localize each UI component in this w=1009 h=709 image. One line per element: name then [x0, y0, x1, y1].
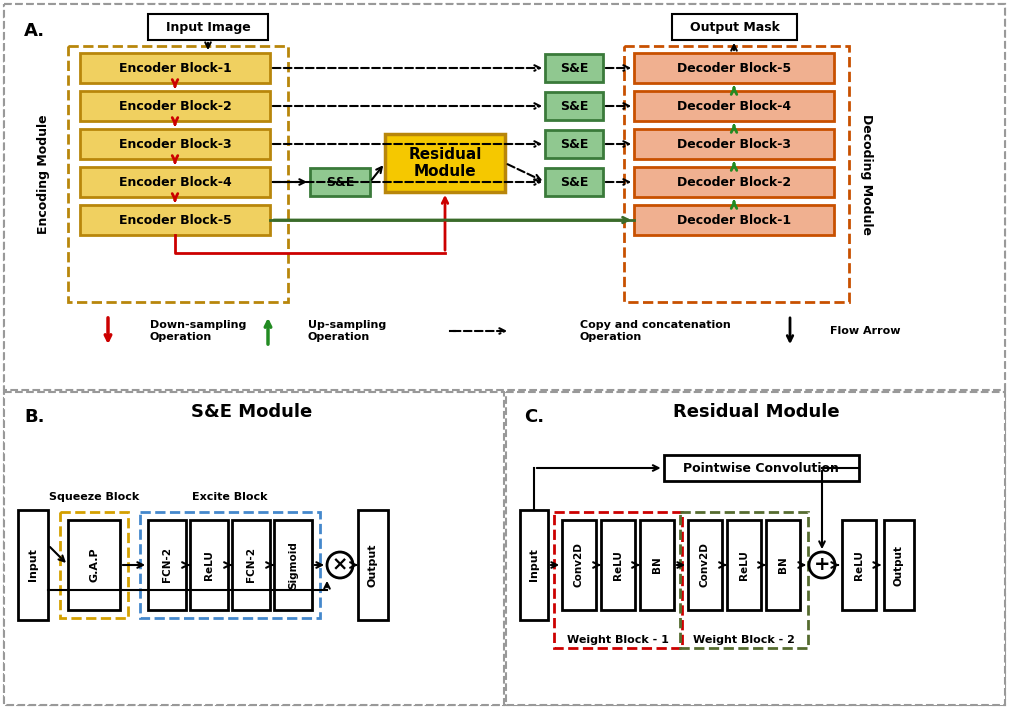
Text: Residual
Module: Residual Module: [409, 147, 481, 179]
Text: Flow Arrow: Flow Arrow: [830, 326, 900, 336]
Text: Encoding Module: Encoding Module: [37, 114, 50, 234]
Text: Encoder Block-2: Encoder Block-2: [119, 99, 231, 113]
Text: Output Mask: Output Mask: [689, 21, 779, 33]
Bar: [680, 512, 808, 648]
Bar: [80, 53, 270, 83]
Bar: [18, 510, 48, 620]
Bar: [545, 92, 603, 120]
Bar: [68, 520, 120, 610]
Bar: [232, 520, 270, 610]
Text: Residual Module: Residual Module: [673, 403, 839, 421]
Text: Decoder Block-2: Decoder Block-2: [677, 176, 791, 189]
Bar: [4, 4, 1005, 390]
Bar: [274, 520, 312, 610]
Text: S&E: S&E: [560, 99, 588, 113]
Bar: [60, 512, 128, 618]
Bar: [80, 129, 270, 159]
Text: Weight Block - 1: Weight Block - 1: [567, 635, 669, 645]
Bar: [601, 520, 635, 610]
Text: Encoder Block-5: Encoder Block-5: [119, 213, 231, 226]
Bar: [148, 520, 186, 610]
Bar: [68, 46, 288, 302]
Text: Output: Output: [894, 545, 904, 586]
Text: FCN-2: FCN-2: [162, 547, 172, 583]
Bar: [545, 130, 603, 158]
Text: B.: B.: [24, 408, 44, 426]
Bar: [545, 54, 603, 82]
Text: Excite Block: Excite Block: [193, 492, 267, 502]
Bar: [884, 520, 914, 610]
Text: S&E: S&E: [560, 62, 588, 74]
Text: Squeeze Block: Squeeze Block: [48, 492, 139, 502]
Bar: [634, 205, 834, 235]
Text: Input Image: Input Image: [165, 21, 250, 33]
Text: Decoder Block-3: Decoder Block-3: [677, 138, 791, 150]
Text: Encoder Block-1: Encoder Block-1: [119, 62, 231, 74]
Bar: [310, 168, 370, 196]
Text: Encoder Block-4: Encoder Block-4: [119, 176, 231, 189]
Text: Decoding Module: Decoding Module: [861, 113, 874, 235]
Text: S&E Module: S&E Module: [192, 403, 313, 421]
Bar: [190, 520, 228, 610]
Bar: [640, 520, 674, 610]
Bar: [562, 520, 596, 610]
Bar: [634, 91, 834, 121]
Bar: [766, 520, 800, 610]
Bar: [80, 91, 270, 121]
Text: S&E: S&E: [560, 176, 588, 189]
Bar: [140, 512, 320, 618]
Bar: [672, 14, 797, 40]
Bar: [664, 455, 859, 481]
Bar: [634, 129, 834, 159]
Text: S&E: S&E: [326, 176, 354, 189]
Bar: [554, 512, 682, 648]
Bar: [727, 520, 761, 610]
Text: S&E: S&E: [560, 138, 588, 150]
Bar: [842, 520, 876, 610]
Text: G.A.P: G.A.P: [89, 547, 99, 582]
Bar: [634, 53, 834, 83]
Bar: [4, 392, 504, 705]
Text: ReLU: ReLU: [739, 550, 749, 580]
Text: ×: ×: [332, 555, 348, 574]
Text: Sigmoid: Sigmoid: [288, 541, 298, 589]
Text: Down-sampling
Operation: Down-sampling Operation: [150, 320, 246, 342]
Text: BN: BN: [652, 557, 662, 574]
Text: +: +: [813, 555, 830, 574]
Text: FCN-2: FCN-2: [246, 547, 256, 583]
Text: Up-sampling
Operation: Up-sampling Operation: [308, 320, 386, 342]
Text: Input: Input: [529, 549, 539, 581]
Text: A.: A.: [24, 22, 45, 40]
Bar: [358, 510, 388, 620]
Bar: [624, 46, 849, 302]
Text: Conv2D: Conv2D: [700, 542, 710, 588]
Bar: [688, 520, 722, 610]
Text: Conv2D: Conv2D: [574, 542, 584, 588]
Text: Encoder Block-3: Encoder Block-3: [119, 138, 231, 150]
Bar: [545, 168, 603, 196]
Text: BN: BN: [778, 557, 788, 574]
Text: Output: Output: [368, 543, 378, 587]
Bar: [80, 167, 270, 197]
Bar: [506, 392, 1005, 705]
Text: Decoder Block-1: Decoder Block-1: [677, 213, 791, 226]
Bar: [520, 510, 548, 620]
Text: ReLU: ReLU: [613, 550, 623, 580]
Text: ReLU: ReLU: [854, 550, 864, 580]
Text: Weight Block - 2: Weight Block - 2: [693, 635, 795, 645]
Bar: [634, 167, 834, 197]
Bar: [385, 134, 504, 192]
Circle shape: [327, 552, 353, 578]
Text: C.: C.: [524, 408, 544, 426]
Text: Decoder Block-5: Decoder Block-5: [677, 62, 791, 74]
Bar: [148, 14, 268, 40]
Bar: [80, 205, 270, 235]
Circle shape: [809, 552, 835, 578]
Text: Pointwise Convolution: Pointwise Convolution: [683, 462, 838, 474]
Text: Copy and concatenation
Operation: Copy and concatenation Operation: [580, 320, 731, 342]
Text: Decoder Block-4: Decoder Block-4: [677, 99, 791, 113]
Text: Input: Input: [28, 549, 38, 581]
Text: ReLU: ReLU: [204, 550, 214, 580]
